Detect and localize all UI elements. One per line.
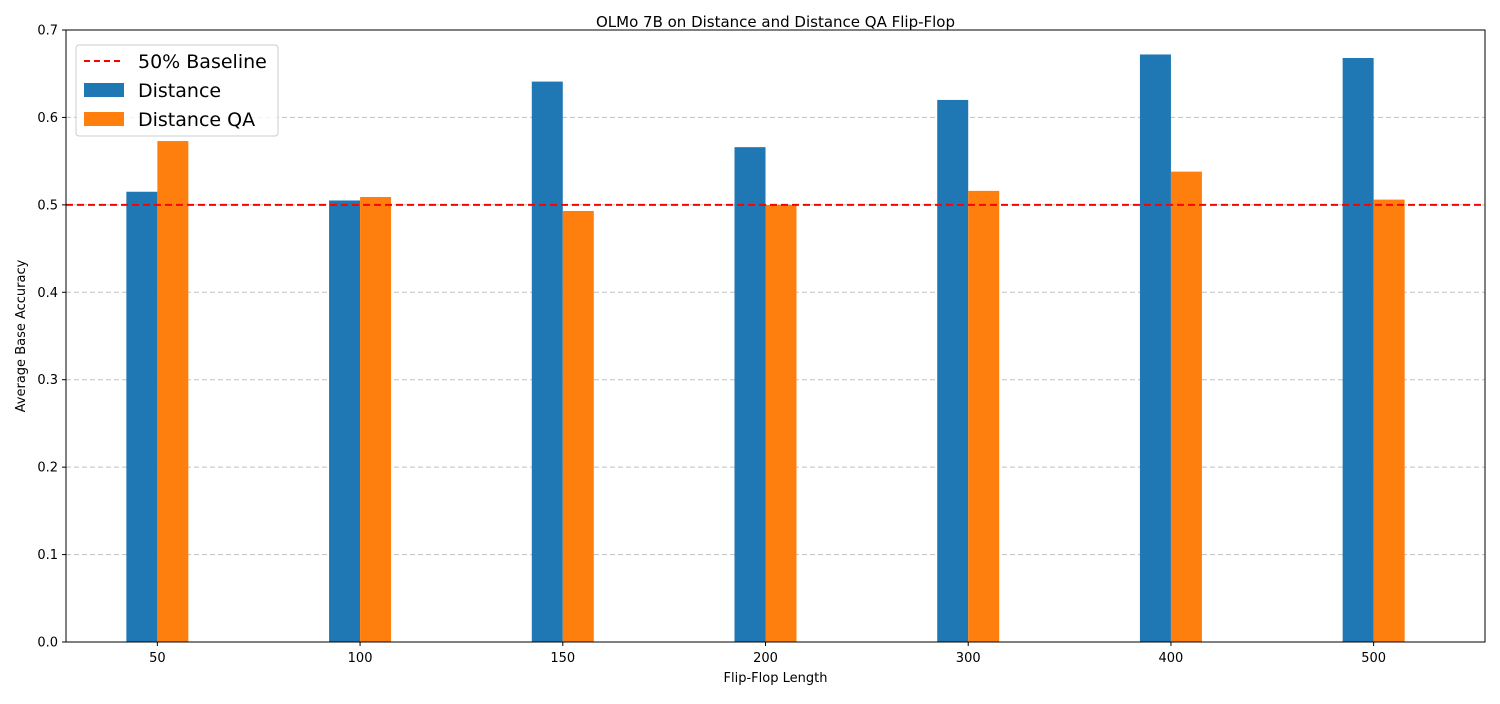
bar-distance-qa-300 — [968, 190, 1000, 642]
bar-distance-qa-400 — [1170, 171, 1202, 643]
y-tick-label: 0.5 — [37, 198, 58, 213]
bar-distance-200 — [734, 147, 766, 642]
bar-distance-qa-100 — [360, 196, 392, 642]
y-tick-label: 0.7 — [37, 24, 58, 39]
legend-box — [75, 44, 279, 137]
legend-distance-qa-label: Distance QA — [138, 109, 255, 131]
y-axis-label: Average Base Accuracy — [14, 259, 29, 412]
y-tick-label: 0.2 — [37, 461, 58, 476]
x-tick-label: 200 — [753, 651, 778, 666]
bar-distance-100 — [329, 200, 361, 642]
x-tick-label: 150 — [550, 651, 575, 666]
legend-distance-label: Distance — [138, 80, 221, 102]
bar-distance-500 — [1342, 57, 1374, 642]
bar-distance-50 — [126, 191, 158, 642]
y-tick-label: 0.0 — [37, 636, 58, 651]
bar-distance-150 — [531, 81, 563, 642]
x-tick-label: 100 — [348, 651, 373, 666]
y-tick-label: 0.1 — [37, 548, 58, 563]
y-tick-label: 0.4 — [37, 286, 58, 301]
legend-distance-qa-swatch — [84, 112, 124, 126]
bar-distance-qa-50 — [157, 141, 189, 642]
axes-layer: 0.0 0.1 0.2 0.3 0.4 0.5 0.6 0.7 50 100 150 200 300 40… — [37, 24, 1386, 667]
legend-distance-swatch — [84, 83, 124, 97]
y-tick-label: 0.6 — [37, 111, 58, 126]
x-tick-label: 300 — [956, 651, 981, 666]
plot-frame — [65, 29, 1486, 643]
bar-distance-400 — [1139, 54, 1171, 643]
y-tick-label: 0.3 — [37, 373, 58, 388]
x-axis-label: Flip-Flop Length — [724, 671, 828, 686]
x-tick-label: 400 — [1159, 651, 1184, 666]
legend: 50% Baseline Distance Distance QA — [75, 44, 279, 137]
x-tick-label: 500 — [1361, 651, 1386, 666]
bar-distance-qa-150 — [562, 210, 594, 642]
bars-layer — [126, 54, 1405, 643]
legend-baseline-label: 50% Baseline — [138, 51, 267, 73]
bar-distance-300 — [937, 99, 969, 642]
bar-distance-qa-200 — [765, 204, 797, 642]
bar-distance-qa-500 — [1373, 199, 1405, 642]
chart-title: OLMo 7B on Distance and Distance QA Flip… — [596, 13, 955, 31]
x-tick-label: 50 — [149, 651, 166, 666]
